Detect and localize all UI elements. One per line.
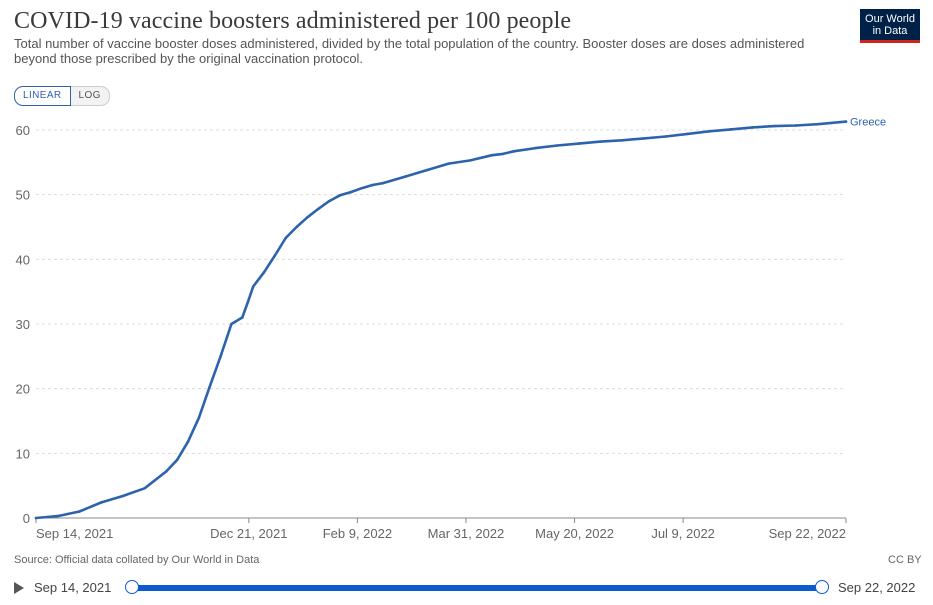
data-point: [338, 194, 342, 197]
data-point: [219, 355, 222, 358]
timeline-slider: Sep 14, 2021 Sep 22, 2022: [0, 575, 933, 605]
data-point: [230, 322, 233, 326]
data-point: [599, 140, 602, 143]
data-point: [729, 128, 733, 131]
x-tick-label: Feb 9, 2022: [323, 526, 392, 541]
data-point: [349, 190, 353, 194]
data-point: [186, 440, 190, 443]
timeline-start-handle[interactable]: [125, 580, 139, 594]
data-point: [642, 137, 646, 140]
data-point: [208, 385, 212, 389]
data-point: [490, 153, 494, 157]
data-point: [555, 144, 559, 147]
data-point: [686, 132, 689, 136]
owid-logo[interactable]: Our World in Data: [860, 9, 920, 43]
x-tick-label: May 20, 2022: [535, 526, 614, 541]
y-tick-label: 50: [16, 188, 30, 203]
data-point: [816, 122, 820, 126]
data-point: [56, 514, 60, 518]
data-point: [164, 470, 168, 473]
y-tick-label: 60: [16, 123, 30, 138]
data-point: [175, 458, 179, 462]
logo-line-2: in Data: [872, 25, 908, 37]
data-point: [425, 168, 429, 172]
log-scale-button[interactable]: LOG: [70, 86, 110, 106]
data-point: [241, 316, 244, 319]
data-point: [360, 186, 364, 190]
data-point: [121, 494, 125, 498]
scale-toggle: LINEAR LOG: [14, 86, 110, 106]
data-point: [371, 183, 374, 187]
data-point: [844, 120, 848, 123]
data-point: [247, 298, 251, 301]
data-point: [295, 225, 298, 229]
data-point: [273, 254, 277, 257]
data-point: [501, 152, 505, 156]
chart-title: COVID-19 vaccine boosters administered p…: [14, 8, 572, 34]
data-point: [382, 181, 385, 185]
data-point: [197, 416, 201, 420]
data-point: [621, 139, 624, 142]
data-point: [664, 135, 668, 138]
linear-scale-button[interactable]: LINEAR: [14, 86, 71, 106]
x-tick-label: Dec 21, 2021: [210, 526, 287, 541]
data-point: [143, 486, 146, 490]
y-tick-label: 0: [23, 511, 30, 526]
data-point: [403, 175, 407, 178]
play-icon[interactable]: [14, 582, 24, 594]
timeline-track[interactable]: [132, 585, 822, 591]
data-point: [469, 159, 472, 162]
data-point: [262, 270, 266, 274]
y-tick-label: 40: [16, 252, 30, 267]
y-tick-label: 30: [16, 317, 30, 332]
data-point: [773, 124, 776, 128]
timeline-end-label: Sep 22, 2022: [838, 580, 916, 595]
data-point: [794, 124, 798, 127]
data-point: [838, 120, 841, 124]
x-tick-label: Jul 9, 2022: [651, 526, 715, 541]
data-point: [306, 216, 309, 219]
x-tick-label: Sep 22, 2022: [769, 526, 846, 541]
data-point: [577, 142, 581, 145]
data-point: [78, 510, 81, 513]
data-point: [34, 516, 38, 520]
data-point: [284, 236, 288, 240]
data-point: [512, 150, 516, 153]
data-point: [447, 162, 450, 165]
series-label: Greece: [850, 117, 886, 129]
data-point: [327, 199, 331, 203]
data-point: [251, 285, 255, 288]
y-tick-label: 20: [16, 382, 30, 397]
y-tick-label: 10: [16, 446, 30, 461]
timeline-end-handle[interactable]: [815, 580, 829, 594]
source-note[interactable]: Source: Official data collated by Our Wo…: [14, 554, 260, 566]
data-point: [99, 501, 103, 504]
line-chart: 0 10 20 30 40 50 60 Sep 14, 2021 Dec 21, 2021 Feb…: [16, 117, 887, 541]
series-line-greece: [34, 120, 848, 520]
data-point: [707, 129, 711, 133]
chart-subtitle: Total number of vaccine booster doses ad…: [14, 36, 805, 66]
x-tick-label: Mar 31, 2022: [428, 526, 505, 541]
data-point: [317, 207, 320, 211]
timeline-start-label: Sep 14, 2021: [34, 580, 112, 595]
logo-line-1: Our World: [865, 13, 915, 25]
data-point: [751, 126, 754, 129]
data-point: [534, 146, 537, 150]
x-tick-label: Sep 14, 2021: [36, 526, 113, 541]
license-link[interactable]: CC BY: [888, 554, 922, 566]
